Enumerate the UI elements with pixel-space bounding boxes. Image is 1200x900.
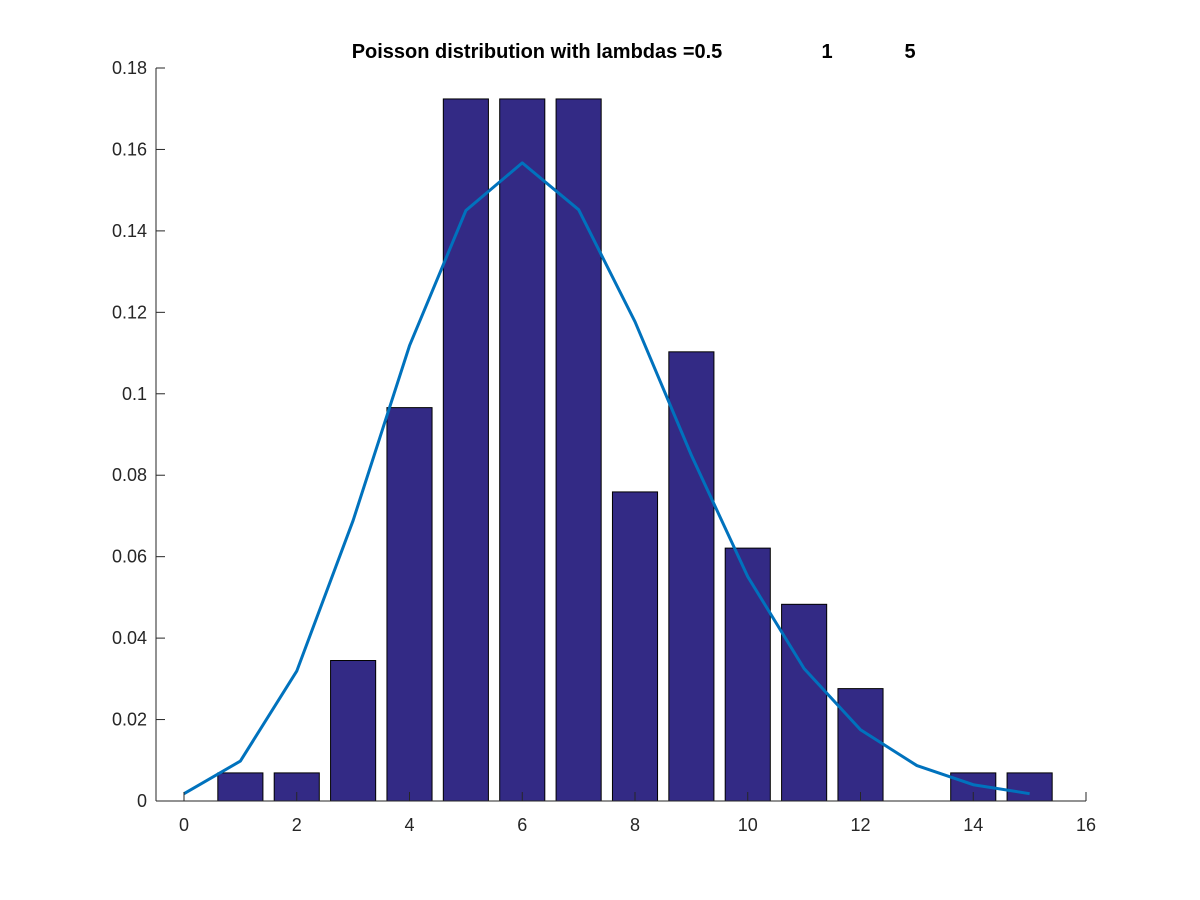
bar-series [217,98,1053,802]
bar-15 [1006,772,1053,802]
x-tick-label-12: 12 [850,815,870,835]
x-tick-label-16: 16 [1076,815,1096,835]
x-tick-label-0: 0 [179,815,189,835]
x-tick-label-2: 2 [292,815,302,835]
bar-4 [386,407,433,802]
y-tick-label-0.06: 0.06 [112,547,147,567]
x-tick-label-10: 10 [738,815,758,835]
bar-6 [499,98,546,802]
axes: 0 2 4 6 8 10 12 14 16 0 0.02 0.04 0.06 0.08 0.1 0.12 0.1… [112,58,1096,835]
y-tick-label-0.08: 0.08 [112,465,147,485]
bar-7 [555,98,602,802]
y-tick-label-0.02: 0.02 [112,710,147,730]
y-tick-label-0.12: 0.12 [112,302,147,322]
y-tick-label-0: 0 [137,791,147,811]
bar-12 [837,688,884,802]
series-line [183,161,1030,796]
bar-3 [330,660,377,802]
y-tick-label-0.14: 0.14 [112,221,147,241]
bar-8 [611,491,659,802]
x-tick-label-6: 6 [517,815,527,835]
line-series [183,161,1030,796]
y-tick-label-0.16: 0.16 [112,139,147,159]
bar-9 [668,351,715,802]
y-tick-label-0.1: 0.1 [122,384,147,404]
bar-11 [781,603,828,802]
x-tick-label-4: 4 [404,815,414,835]
y-tick-label-0.04: 0.04 [112,628,147,648]
chart-title-value-2: 5 [904,41,915,63]
bar-10 [724,547,771,802]
bar-1 [217,772,264,802]
chart-title: Poisson distribution with lambdas =0.5 [352,41,723,63]
chart-title-value-1: 1 [821,41,832,63]
y-tick-label-0.18: 0.18 [112,58,147,78]
x-tick-label-8: 8 [630,815,640,835]
x-tick-label-14: 14 [963,815,983,835]
bar-5 [442,98,489,802]
